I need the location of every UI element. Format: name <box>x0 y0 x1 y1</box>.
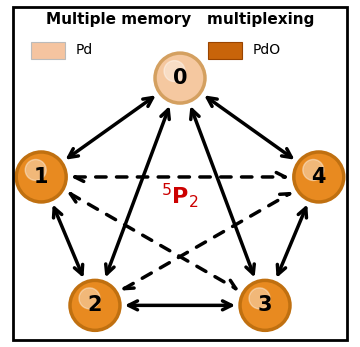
Text: Pd: Pd <box>76 43 93 57</box>
Circle shape <box>303 160 324 180</box>
Circle shape <box>70 280 120 330</box>
Circle shape <box>294 152 344 202</box>
Circle shape <box>164 61 185 82</box>
Text: 3: 3 <box>258 295 272 315</box>
Text: 0: 0 <box>173 68 187 88</box>
Circle shape <box>16 152 66 202</box>
Circle shape <box>25 160 46 180</box>
Text: 2: 2 <box>88 295 102 315</box>
Text: 1: 1 <box>34 167 49 187</box>
FancyBboxPatch shape <box>208 42 243 59</box>
Text: 4: 4 <box>311 167 326 187</box>
Circle shape <box>155 53 205 103</box>
Circle shape <box>249 288 270 309</box>
Text: PdO: PdO <box>253 43 281 57</box>
Text: $^5\mathbf{P}_2$: $^5\mathbf{P}_2$ <box>161 182 199 210</box>
Circle shape <box>79 288 100 309</box>
Circle shape <box>240 280 290 330</box>
Text: Multiple memory   multiplexing: Multiple memory multiplexing <box>46 12 314 27</box>
FancyBboxPatch shape <box>31 42 66 59</box>
